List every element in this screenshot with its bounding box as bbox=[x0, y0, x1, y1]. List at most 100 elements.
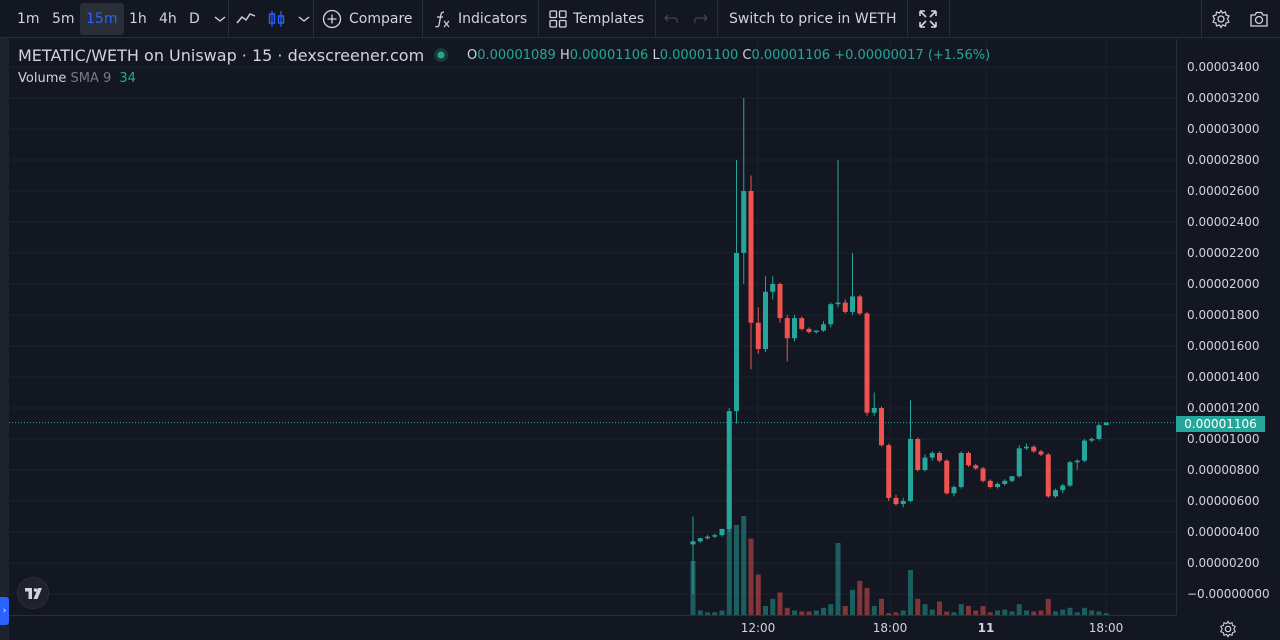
candle bbox=[784, 315, 790, 362]
candle bbox=[893, 494, 899, 506]
volume-bar bbox=[792, 610, 797, 615]
candle bbox=[900, 497, 906, 508]
volume-bar bbox=[1082, 607, 1087, 615]
volume-bar bbox=[777, 592, 783, 615]
redo-icon[interactable] bbox=[690, 9, 710, 29]
volume-bar bbox=[734, 525, 739, 615]
time-tick-label: 11 bbox=[977, 621, 995, 635]
price-axis[interactable]: 0.00003400 0.00003200 0.00003000 0.00002800… bbox=[1176, 39, 1280, 615]
volume-bar bbox=[705, 612, 710, 615]
high-value: 0.00001106 bbox=[569, 48, 649, 63]
candle-body bbox=[792, 318, 797, 339]
volume-bar bbox=[1009, 611, 1015, 615]
expand-sidebar-arrow-icon[interactable]: › bbox=[0, 597, 9, 625]
price-tick-label: 0.00002400 bbox=[1187, 215, 1260, 229]
volume-bar bbox=[806, 611, 812, 615]
volume-bar bbox=[937, 601, 942, 615]
volume-bar bbox=[1089, 610, 1095, 615]
axis-settings-gear-icon[interactable] bbox=[1219, 620, 1237, 638]
volume-bar bbox=[748, 538, 754, 615]
low-label: L bbox=[652, 48, 660, 63]
switch-price-currency-button[interactable]: Switch to price in WETH bbox=[729, 11, 897, 27]
volume-bar bbox=[755, 574, 761, 615]
function-fx-icon[interactable] bbox=[432, 9, 452, 29]
candle-body bbox=[1053, 490, 1058, 497]
candle-body bbox=[726, 411, 732, 529]
tradingview-logo-icon bbox=[25, 588, 42, 599]
camera-icon[interactable] bbox=[1249, 9, 1269, 29]
interval-1m-button[interactable]: 1m bbox=[17, 11, 40, 27]
tradingview-logo[interactable] bbox=[17, 577, 49, 609]
chevron-down-icon[interactable] bbox=[210, 9, 230, 29]
candle-body bbox=[966, 452, 971, 466]
interval-15m-button[interactable]: 15m bbox=[86, 11, 118, 27]
volume-bar bbox=[697, 610, 703, 615]
candle-body bbox=[1009, 476, 1015, 481]
candle-body bbox=[922, 457, 928, 470]
candle bbox=[958, 451, 964, 489]
candle-body bbox=[1031, 446, 1037, 452]
volume-bar bbox=[929, 609, 935, 615]
gear-icon[interactable] bbox=[1211, 9, 1231, 29]
templates-grid-icon[interactable] bbox=[548, 9, 568, 29]
volume-bar bbox=[719, 610, 725, 615]
volume-bar bbox=[1002, 609, 1008, 615]
candle bbox=[842, 299, 848, 314]
candle bbox=[944, 459, 950, 495]
interval-d-button[interactable]: D bbox=[189, 11, 200, 27]
candle-body bbox=[900, 501, 906, 505]
candle-body bbox=[734, 253, 739, 412]
volume-bar bbox=[944, 611, 950, 615]
interval-5m-button[interactable]: 5m bbox=[52, 11, 75, 27]
candles-icon[interactable] bbox=[267, 9, 287, 29]
chevron-down-icon[interactable] bbox=[294, 9, 314, 29]
interval-4h-button[interactable]: 4h bbox=[159, 11, 177, 27]
candle bbox=[813, 330, 819, 334]
price-tick-label: 0.00002000 bbox=[1187, 277, 1260, 291]
volume-bar bbox=[915, 598, 921, 615]
candle-body bbox=[1103, 422, 1109, 426]
low-value: 0.00001100 bbox=[659, 48, 739, 63]
candle bbox=[828, 302, 834, 328]
candle bbox=[712, 533, 718, 539]
symbol-title[interactable]: METATIC/WETH on Uniswap · 15 · dexscreen… bbox=[18, 46, 425, 65]
volume-legend[interactable]: Volume SMA 9 34 bbox=[18, 71, 136, 86]
indicators-button[interactable]: Indicators bbox=[458, 11, 528, 27]
price-chart-pane[interactable] bbox=[9, 39, 1176, 615]
undo-icon[interactable] bbox=[662, 9, 682, 29]
candle bbox=[1096, 423, 1102, 441]
volume-bar bbox=[857, 580, 863, 615]
fullscreen-expand-icon[interactable] bbox=[918, 9, 938, 29]
candle bbox=[792, 315, 797, 342]
volume-bar bbox=[726, 471, 732, 615]
price-tick-label: 0.00001600 bbox=[1187, 339, 1260, 353]
candle-body bbox=[813, 330, 819, 333]
candle bbox=[879, 406, 884, 447]
candle-body bbox=[842, 302, 848, 312]
templates-button[interactable]: Templates bbox=[573, 11, 645, 27]
toolbar-divider bbox=[655, 0, 656, 38]
plus-circle-icon[interactable] bbox=[322, 9, 342, 29]
candle-body bbox=[879, 408, 884, 446]
candle bbox=[1038, 449, 1044, 457]
price-tick-label: 0.00003400 bbox=[1187, 60, 1260, 74]
price-tick-label: 0.00000400 bbox=[1187, 525, 1260, 539]
candle-body bbox=[980, 468, 986, 481]
candle bbox=[951, 485, 957, 497]
volume-label: Volume bbox=[18, 71, 67, 86]
volume-value: 34 bbox=[119, 71, 136, 86]
volume-bar bbox=[908, 570, 913, 615]
time-axis[interactable]: 12:00 18:00 11 18:00 bbox=[9, 615, 1176, 640]
volume-bar bbox=[1016, 604, 1022, 615]
price-tick-label: 0.00001400 bbox=[1187, 370, 1260, 384]
candle bbox=[1016, 445, 1022, 478]
volume-bar bbox=[842, 606, 848, 615]
price-tick-label: 0.00003200 bbox=[1187, 91, 1260, 105]
interval-1h-button[interactable]: 1h bbox=[129, 11, 147, 27]
candle bbox=[1002, 479, 1008, 486]
compare-button[interactable]: Compare bbox=[349, 11, 413, 27]
line-chart-icon[interactable] bbox=[236, 9, 256, 29]
candle-body bbox=[908, 439, 913, 501]
left-sidebar-strip bbox=[0, 38, 9, 640]
volume-bar bbox=[763, 606, 768, 615]
